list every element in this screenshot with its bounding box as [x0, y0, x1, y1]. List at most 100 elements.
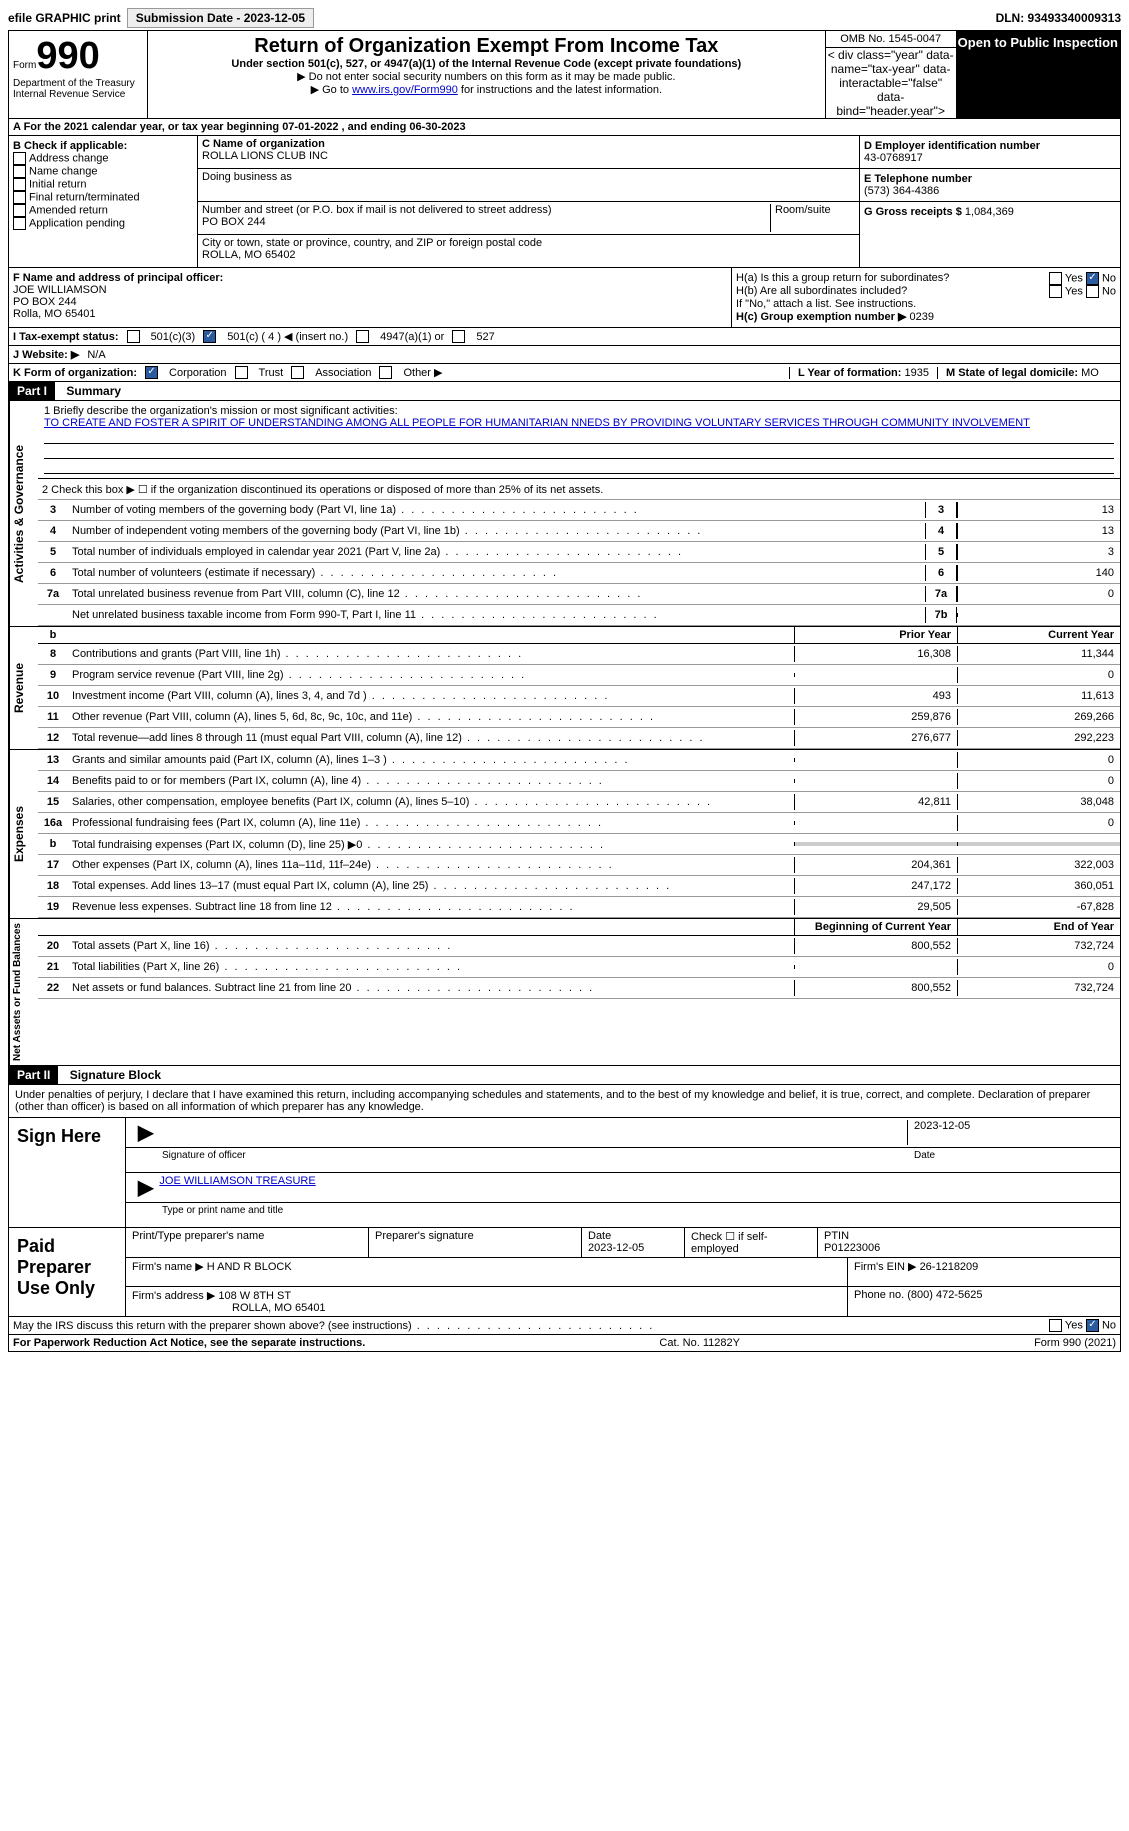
firm-ein: 26-1218209 [920, 1261, 979, 1273]
form-note2: ▶ Go to www.irs.gov/Form990 for instruct… [152, 83, 821, 96]
form990-link[interactable]: www.irs.gov/Form990 [352, 84, 458, 96]
j-label: J Website: ▶ [13, 348, 79, 361]
vert-label-net: Net Assets or Fund Balances [9, 919, 38, 1065]
ein-row: D Employer identification number 43-0768… [860, 136, 1120, 169]
submission-date-button[interactable]: Submission Date - 2023-12-05 [127, 8, 314, 28]
line-num: 14 [38, 773, 68, 789]
efile-label: efile GRAPHIC print [8, 11, 121, 25]
line-desc: Contributions and grants (Part VIII, lin… [68, 646, 794, 662]
discuss-q: May the IRS discuss this return with the… [13, 1320, 654, 1332]
line-desc: Total expenses. Add lines 13–17 (must eq… [68, 878, 794, 894]
hb-yes-checkbox[interactable] [1049, 285, 1062, 298]
l-label: L Year of formation: [798, 367, 902, 379]
k-o3: Association [315, 367, 371, 379]
line-num: 4 [38, 523, 68, 539]
i-o3: 4947(a)(1) or [380, 331, 444, 343]
i-o2: 501(c) ( 4 ) ◀ (insert no.) [227, 330, 348, 343]
i-4947-checkbox[interactable] [356, 330, 369, 343]
ha-yes-checkbox[interactable] [1049, 272, 1062, 285]
city-value: ROLLA, MO 65402 [202, 249, 855, 261]
form-word: Form [13, 60, 36, 71]
preparer-section: Paid Preparer Use Only Print/Type prepar… [8, 1228, 1121, 1317]
addr-value: PO BOX 244 [202, 216, 766, 228]
current-val: 732,724 [957, 938, 1120, 954]
current-val: 732,724 [957, 980, 1120, 996]
ptin-value: P01223006 [824, 1242, 880, 1254]
hc-value: 0239 [909, 311, 933, 323]
line-desc: Benefits paid to or for members (Part IX… [68, 773, 794, 789]
line-desc: Program service revenue (Part VIII, line… [68, 667, 794, 683]
part1-bar: Part I Summary [8, 382, 1121, 401]
dept-label: Department of the Treasury [13, 78, 143, 89]
i-527-checkbox[interactable] [452, 330, 465, 343]
current-val: 0 [957, 752, 1120, 768]
prior-val [794, 673, 957, 677]
cb-label-0: Address change [29, 152, 109, 164]
line-box: 7b [925, 607, 957, 623]
checkbox-address-change[interactable] [13, 152, 26, 165]
cb-label-3: Final return/terminated [29, 191, 140, 203]
line-box: 7a [925, 586, 957, 602]
firm-phone: (800) 472-5625 [907, 1289, 982, 1301]
officer-printed-name: JOE WILLIAMSON TREASURE [159, 1175, 315, 1200]
sig-officer-label: Signature of officer [162, 1150, 914, 1170]
checkbox-name-change[interactable] [13, 165, 26, 178]
prior-val: 493 [794, 688, 957, 704]
k-other-checkbox[interactable] [379, 366, 392, 379]
k-trust-checkbox[interactable] [235, 366, 248, 379]
penalties-text: Under penalties of perjury, I declare th… [8, 1085, 1121, 1118]
mission-label: 1 Briefly describe the organization's mi… [44, 405, 1114, 417]
prep-h5: PTIN [824, 1230, 849, 1242]
hb-no-checkbox[interactable] [1086, 285, 1099, 298]
line-val [957, 613, 1120, 617]
prior-val: 42,811 [794, 794, 957, 810]
i-label: I Tax-exempt status: [13, 331, 119, 343]
c-label: C Name of organization [202, 138, 855, 150]
discuss-row: May the IRS discuss this return with the… [8, 1317, 1121, 1335]
cb-label-1: Name change [29, 165, 98, 177]
prior-year-header: Prior Year [794, 627, 957, 643]
sig-line-2: ▶ JOE WILLIAMSON TREASURE [126, 1173, 1120, 1203]
blank-3 [44, 459, 1114, 474]
current-year-header: Current Year [957, 627, 1120, 643]
line-desc: Grants and similar amounts paid (Part IX… [68, 752, 794, 768]
sig-labelrow-2: Type or print name and title [126, 1203, 1120, 1227]
line-num: 17 [38, 857, 68, 873]
k-assoc-checkbox[interactable] [291, 366, 304, 379]
prep-row-3: Firm's address ▶ 108 W 8TH STROLLA, MO 6… [126, 1287, 1120, 1316]
prior-val [794, 758, 957, 762]
rev-lines: b Prior Year Current Year 8 Contribution… [38, 627, 1120, 749]
line-num: 15 [38, 794, 68, 810]
checkbox-initial-return[interactable] [13, 178, 26, 191]
current-val: 0 [957, 667, 1120, 683]
sig-labelrow-1: Signature of officer Date [126, 1148, 1120, 1173]
checkbox-final-return[interactable] [13, 191, 26, 204]
line-3: 3 Number of voting members of the govern… [38, 500, 1120, 521]
k-o4: Other ▶ [403, 366, 442, 379]
i-501c3-checkbox[interactable] [127, 330, 140, 343]
cb-label-4: Amended return [29, 204, 108, 216]
line-box: 4 [925, 523, 957, 539]
row-klm: K Form of organization: Corporation Trus… [8, 364, 1121, 382]
i-501c-checkbox[interactable] [203, 330, 216, 343]
form-title: Return of Organization Exempt From Incom… [152, 35, 821, 58]
sign-here-label: Sign Here [9, 1118, 126, 1227]
g-label: G Gross receipts $ [864, 206, 962, 218]
phone-value: (573) 364-4386 [864, 185, 1116, 197]
k-corp-checkbox[interactable] [145, 366, 158, 379]
part2-bar: Part II Signature Block [8, 1066, 1121, 1085]
line-22: 22 Net assets or fund balances. Subtract… [38, 978, 1120, 999]
officer-addr2: Rolla, MO 65401 [13, 308, 727, 320]
checkbox-app-pending[interactable] [13, 217, 26, 230]
prep-h3: Date [588, 1230, 611, 1242]
line-4: 4 Number of independent voting members o… [38, 521, 1120, 542]
ha-label: H(a) Is this a group return for subordin… [736, 272, 949, 285]
ha-no-checkbox[interactable] [1086, 272, 1099, 285]
header-right: OMB No. 1545-0047 < div class="year" dat… [825, 31, 956, 118]
gross-row: G Gross receipts $ 1,084,369 [860, 202, 1120, 222]
checkbox-amended[interactable] [13, 204, 26, 217]
discuss-yes-checkbox[interactable] [1049, 1319, 1062, 1332]
discuss-no-checkbox[interactable] [1086, 1319, 1099, 1332]
open-inspection: Open to Public Inspection [956, 31, 1120, 118]
name-title-label: Type or print name and title [162, 1205, 283, 1225]
